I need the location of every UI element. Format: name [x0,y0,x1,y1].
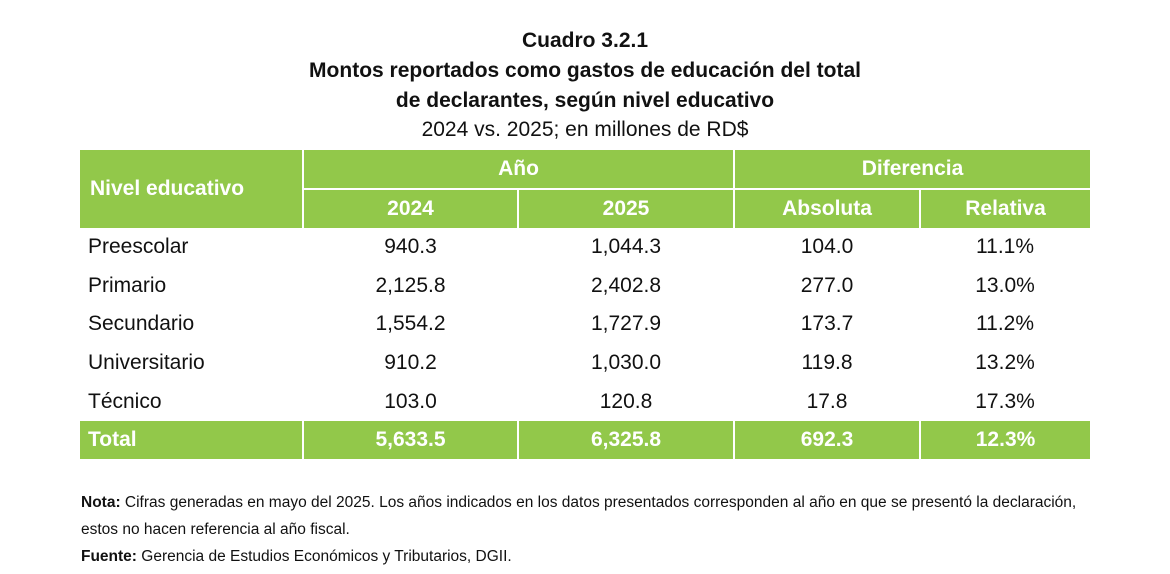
total-2025: 6,325.8 [516,420,735,459]
row-relative: 17.3% [975,389,1035,413]
row-name: Primario [88,273,167,297]
total-name: Total [80,420,303,459]
source-text: Gerencia de Estudios Económicos y Tribut… [136,548,512,565]
header-2025: 2025 [516,189,735,228]
table-row: Preescolar 940.3 1,044.3 104.0 11.1% [80,228,1090,267]
table-subtitle: 2024 vs. 2025; en millones de RD$ [421,118,749,141]
row-absolute: 104.0 [800,235,854,259]
row-absolute: 119.8 [801,351,853,375]
row-2025: 1,030.0 [590,351,662,375]
row-2024: 1,554.2 [375,312,446,336]
header-relative: Relativa [919,189,1091,228]
header-2024: 2024 [302,189,518,228]
row-2024: 103.0 [384,389,437,413]
row-2025: 1,727.9 [590,312,662,336]
education-expenses-table: Nivel educativo Año Diferencia 2024 2025… [80,150,1091,459]
row-relative: 11.1% [976,235,1035,259]
table-header: Nivel educativo Año Diferencia 2024 2025… [80,150,1091,228]
note-text: Cifras generadas en mayo del 2025. Los a… [81,494,1077,538]
table-row: Universitario 910.2 1,030.0 119.8 13.2% [80,344,1090,383]
source: Fuente: Gerencia de Estudios Económicos … [81,543,1111,570]
table-title-line1: Montos reportados como gastos de educaci… [309,59,861,82]
row-absolute: 277.0 [800,273,854,297]
row-2024: 910.2 [384,351,437,375]
total-row: Total 5,633.5 6,325.8 692.3 12.3% [80,420,1091,459]
total-2024: 5,633.5 [302,420,518,459]
row-name: Técnico [88,389,162,413]
row-name: Preescolar [88,235,189,259]
note: Nota: Cifras generadas en mayo del 2025.… [81,489,1111,543]
row-2025: 120.8 [599,389,653,413]
table-row: Técnico 103.0 120.8 17.8 17.3% [80,382,1090,421]
header-year-group: Año [301,150,735,190]
note-label: Nota: [81,494,121,511]
row-absolute: 17.8 [806,389,848,413]
row-2024: 940.3 [384,235,437,259]
header-difference-group: Diferencia [733,150,1091,190]
row-2025: 2,402.8 [590,273,662,297]
row-name: Universitario [88,351,205,375]
table-notes: Nota: Cifras generadas en mayo del 2025.… [81,489,1111,570]
row-relative: 13.2% [975,351,1035,375]
row-2025: 1,044.3 [590,235,662,259]
table-body: Preescolar 940.3 1,044.3 104.0 11.1% Pri… [80,228,1091,459]
table-caption: Cuadro 3.2.1 Montos reportados como gast… [0,26,1170,144]
table-number: Cuadro 3.2.1 [521,29,649,52]
table-row: Secundario 1,554.2 1,727.9 173.7 11.2% [80,305,1090,344]
row-name: Secundario [88,312,195,336]
total-relative: 12.3% [919,420,1091,459]
table-row: Primario 2,125.8 2,402.8 277.0 13.0% [80,267,1090,306]
table-title-line2: de declarantes, según nivel educativo [395,89,775,112]
row-absolute: 173.7 [800,312,854,336]
source-label: Fuente: [81,548,137,565]
row-relative: 11.2% [976,312,1035,336]
row-2024: 2,125.8 [375,273,446,297]
header-absolute: Absoluta [733,189,921,228]
total-absolute: 692.3 [733,420,921,459]
row-relative: 13.0% [975,273,1035,297]
header-level: Nivel educativo [80,150,303,228]
